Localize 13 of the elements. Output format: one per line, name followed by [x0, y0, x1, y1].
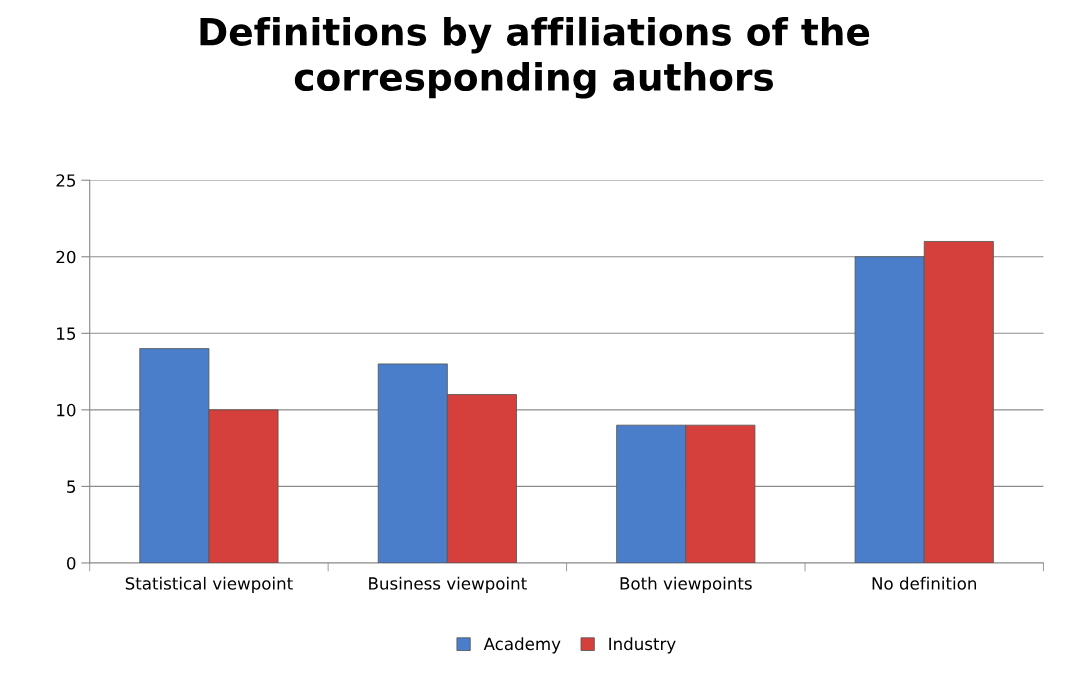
y-tick-label: 5: [67, 480, 76, 493]
chart-title: Definitions by affiliations of the corresponding authors: [200, 16, 870, 99]
y-tick-label: 0: [67, 556, 76, 570]
y-tick-label: 15: [57, 327, 76, 340]
y-tick-label: 10: [57, 403, 76, 417]
x-tick-label: No definition: [872, 576, 977, 590]
legend-label: Industry: [609, 637, 676, 654]
y-tick-label: 25: [56, 174, 76, 187]
legend-label: Academy: [483, 637, 561, 654]
x-tick-label: Statistical viewpoint: [125, 576, 293, 593]
x-tick-label: Business viewpoint: [369, 576, 527, 593]
x-tick-label: Both viewpoints: [620, 576, 752, 593]
y-tick-label: 20: [56, 250, 76, 264]
